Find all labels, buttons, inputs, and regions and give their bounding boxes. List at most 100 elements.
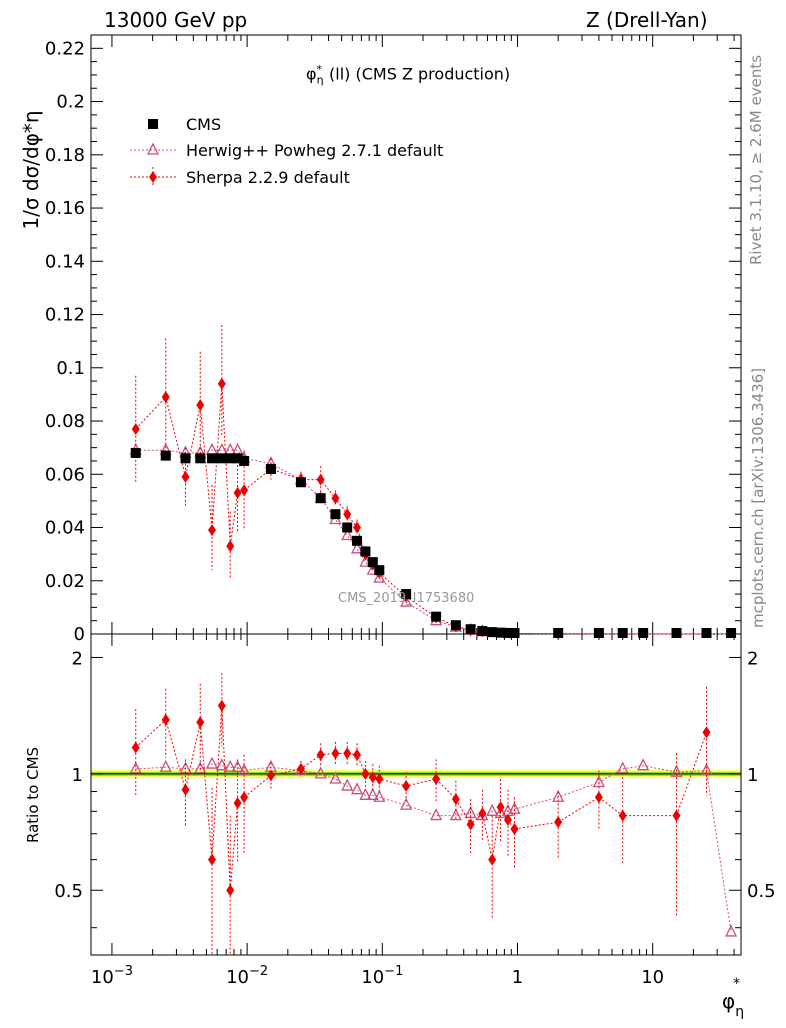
cms-point xyxy=(726,628,737,638)
cms-point xyxy=(216,453,227,464)
sherpa-ratio-point xyxy=(181,783,190,796)
herwig-ratio-point xyxy=(449,808,462,821)
sherpa-ratio-point xyxy=(702,726,711,739)
cms-point xyxy=(477,626,488,637)
herwig-ratio-point xyxy=(486,803,499,816)
herwig-ratio-point xyxy=(373,789,386,802)
cms-point xyxy=(160,450,171,461)
herwig-ratio-line xyxy=(135,763,732,933)
y-tick-label: 0.12 xyxy=(45,305,85,326)
ratio-y-axis-label: Ratio to CMS xyxy=(24,747,42,843)
cms-point xyxy=(232,453,243,464)
sherpa-point xyxy=(353,521,362,534)
sherpa-point xyxy=(233,486,242,499)
ratio-tick-label: 0.5 xyxy=(54,881,83,902)
herwig-ratio-point xyxy=(494,805,507,819)
herwig-ratio-point xyxy=(616,761,629,774)
herwig-ratio-point xyxy=(329,771,342,784)
sherpa-ratio-point xyxy=(375,772,384,785)
y-tick-label: 0.16 xyxy=(45,198,85,219)
tick-labels: 0 0.02 0.04 0.06 0.08 0.1 0.12 0.14 0.16 0.18 0.2 0… xyxy=(19,38,776,1020)
cms-point xyxy=(431,611,442,622)
herwig-ratio-point xyxy=(205,756,219,769)
herwig-ratio-point xyxy=(224,759,237,772)
sherpa-ratio-point xyxy=(353,748,362,761)
x-tick-label: 1 xyxy=(512,967,523,988)
cms-point xyxy=(315,493,326,504)
sherpa-point xyxy=(181,470,190,483)
cms-point xyxy=(638,628,649,638)
sherpa-ratio-point xyxy=(208,853,217,866)
sherpa-ratio-point xyxy=(361,767,370,780)
herwig-ratio-point xyxy=(637,758,650,771)
sherpa-ratio-point xyxy=(451,793,460,806)
y-tick-label: 0 xyxy=(74,624,85,645)
sherpa-ratio-point xyxy=(266,769,275,782)
ratio-tick-label: 1 xyxy=(72,765,83,786)
legend-entry-label: Herwig++ Powheg 2.7.1 default xyxy=(186,141,443,160)
sherpa-point xyxy=(240,484,249,497)
herwig-line xyxy=(135,449,732,635)
herwig-ratio-point xyxy=(350,782,364,795)
sherpa-ratio-point xyxy=(161,713,170,726)
sherpa-point xyxy=(161,391,170,404)
y-tick-label: 0.02 xyxy=(45,571,85,592)
sherpa-point xyxy=(217,377,226,390)
sherpa-ratio-point xyxy=(432,772,441,785)
sherpa-ratio-point xyxy=(672,809,681,822)
sherpa-ratio-point xyxy=(343,747,352,760)
sherpa-ratio-point xyxy=(618,809,627,822)
cms-point xyxy=(374,565,385,576)
sherpa-ratio-point xyxy=(496,801,505,814)
sherpa-ratio-point xyxy=(217,699,226,712)
herwig-ratio-point xyxy=(430,808,443,821)
cms-point xyxy=(495,627,506,638)
herwig-ratio-point xyxy=(508,801,521,814)
sherpa-ratio-point xyxy=(131,741,140,754)
herwig-ratio-point xyxy=(231,759,244,772)
cms-point xyxy=(509,628,520,638)
plot-title-rest: (ll) (CMS Z production) xyxy=(329,64,511,84)
x-tick-label: 10 xyxy=(641,967,664,988)
x-axis-label: φη* xyxy=(722,976,744,1020)
sherpa-ratio-point xyxy=(466,818,475,831)
cms-point xyxy=(487,627,498,638)
herwig-ratio-point xyxy=(129,761,142,774)
ratio-tick-label-right: 1 xyxy=(747,765,758,786)
y-tick-label: 0.06 xyxy=(45,464,85,485)
x-tick-label: 10−3 xyxy=(91,964,133,988)
header-left: 13000 GeV pp xyxy=(104,8,248,32)
sherpa-ratio-point xyxy=(316,748,325,761)
cms-point xyxy=(130,447,141,458)
cms-point xyxy=(239,455,250,466)
cms-point xyxy=(295,477,306,488)
herwig-point xyxy=(350,541,364,554)
y-tick-label: 0.04 xyxy=(45,518,85,539)
sherpa-ratio-point xyxy=(331,747,340,760)
cms-series xyxy=(130,447,737,638)
sherpa-ratio-point xyxy=(196,716,205,729)
sherpa-ratio-point xyxy=(233,797,242,810)
sherpa-ratio-point xyxy=(594,791,603,804)
plot-title-symbol: φ xyxy=(306,64,317,84)
sherpa-point xyxy=(196,399,205,412)
herwig-ratio-point xyxy=(194,761,207,774)
sherpa-ratio-point xyxy=(503,813,512,826)
ratio-tick-label: 2 xyxy=(72,648,83,669)
legend-herwig-marker xyxy=(146,142,160,155)
sherpa-point xyxy=(316,473,325,486)
header-right: Z (Drell-Yan) xyxy=(586,8,708,32)
cms-point xyxy=(553,628,564,638)
cms-point xyxy=(450,620,461,631)
sherpa-point xyxy=(343,508,352,521)
cms-point xyxy=(225,453,236,464)
legend-entry-label: CMS xyxy=(186,115,221,134)
herwig-ratio-point xyxy=(359,787,372,800)
sherpa-ratio-point xyxy=(368,771,377,784)
herwig-ratio-point xyxy=(314,766,327,779)
top-y-axis-label: 1/σ dσ/dφ*η xyxy=(19,110,43,229)
y-tick-label: 0.2 xyxy=(56,92,85,113)
ratio-tick-label-right: 2 xyxy=(747,648,758,669)
cms-point xyxy=(701,628,712,638)
